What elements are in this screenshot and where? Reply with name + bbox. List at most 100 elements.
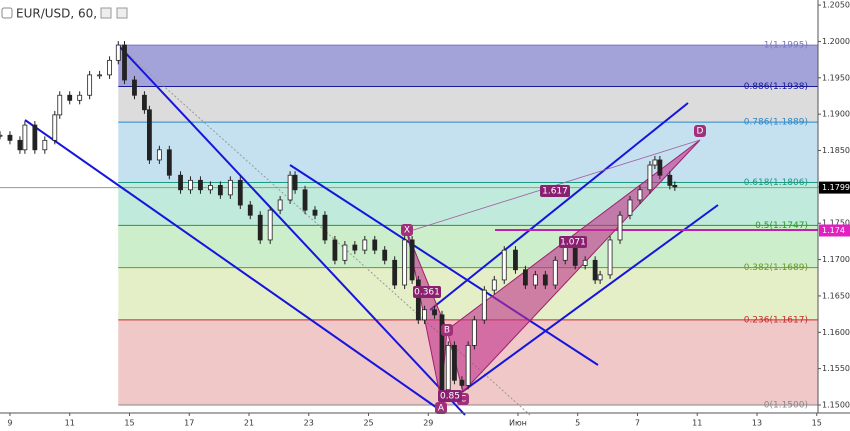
candle	[67, 94, 73, 101]
x-tick-label: 17	[184, 419, 194, 428]
candle	[7, 134, 13, 141]
candle	[42, 139, 48, 151]
candle	[552, 259, 558, 286]
candle	[657, 159, 663, 176]
candle	[247, 204, 253, 216]
candle	[57, 94, 63, 116]
x-tick-label: 9	[7, 419, 12, 428]
x-tick-label: 11	[692, 419, 702, 428]
pattern-point: X	[404, 226, 410, 236]
candle	[402, 239, 408, 286]
pattern-labels: X A B C D 0.361 0.85 1.071 1.617	[401, 125, 706, 414]
candle	[332, 239, 338, 261]
toolbar-button[interactable]	[116, 7, 128, 19]
candle	[637, 189, 643, 201]
candle	[572, 244, 578, 266]
candle	[142, 94, 147, 111]
pattern-point-box	[694, 125, 706, 137]
fib-label: 0.618(1.1806)	[744, 178, 808, 188]
ratio-box	[540, 185, 570, 197]
ratio-box	[438, 390, 462, 402]
candle	[166, 149, 172, 176]
candle	[432, 309, 437, 316]
price-label-box	[819, 181, 850, 194]
pattern-point-box	[401, 224, 413, 236]
x-tick-label: 25	[363, 419, 373, 428]
candle	[392, 259, 398, 286]
candle	[415, 279, 421, 321]
x-tick-label: 15	[124, 419, 134, 428]
fib-band	[118, 267, 819, 320]
fib-band	[118, 182, 819, 226]
x-tick-label: 29	[423, 419, 433, 428]
y-tick-label: 1.1700	[822, 255, 850, 264]
candle	[17, 139, 23, 151]
x-tick-label: 7	[635, 419, 640, 428]
candle	[32, 124, 38, 151]
candle	[481, 289, 487, 321]
candle	[513, 249, 518, 271]
candle	[287, 174, 293, 201]
candle	[107, 59, 112, 76]
x-tick-label: 11	[65, 419, 75, 428]
toolbar-button[interactable]	[100, 7, 112, 19]
candle	[257, 214, 263, 241]
channel-line	[117, 44, 466, 416]
price-label: 1.1799	[822, 183, 850, 192]
candle	[217, 185, 223, 196]
ratio-box	[559, 236, 587, 248]
candle	[542, 274, 548, 286]
candle	[178, 174, 183, 191]
y-tick-label: 1.2050	[822, 1, 850, 10]
candle	[627, 199, 633, 216]
candle	[208, 185, 213, 191]
candle	[439, 314, 445, 391]
fib-label: 0.886(1.1938)	[744, 82, 808, 92]
candle	[667, 174, 673, 186]
axes: 1.1500 1.1550 1.1600 1.1650 1.1700 1.1750 1.18…	[7, 1, 850, 428]
pattern-point: B	[444, 326, 450, 336]
candle	[277, 199, 283, 211]
y-tick-label: 1.2000	[822, 37, 850, 46]
y-tick-label: 1.1600	[822, 328, 850, 337]
pattern-point: C	[460, 395, 466, 405]
ratio-label: 1.071	[560, 238, 586, 248]
candle	[471, 319, 477, 346]
pattern-point-box	[435, 402, 447, 414]
candle	[22, 124, 28, 151]
candle	[302, 189, 308, 211]
fib-label: 0.5(1.1747)	[755, 221, 808, 231]
price-axis	[818, 0, 850, 431]
candle	[672, 185, 678, 188]
y-tick-label: 1.1650	[822, 291, 850, 300]
candle	[97, 74, 103, 77]
candle	[465, 344, 471, 386]
symbol-title: EUR/USD, 60,	[16, 7, 97, 21]
fib-label: 1(1.1995)	[764, 41, 808, 51]
candle	[122, 44, 127, 81]
channel-line	[289, 164, 599, 366]
fib-label: 0(1.1500)	[764, 401, 808, 411]
y-tick-label: 1.1500	[822, 401, 850, 410]
candle	[501, 249, 507, 281]
candle	[592, 259, 598, 281]
candle	[87, 74, 93, 96]
candle	[452, 344, 457, 381]
x-tick-label: 15	[812, 419, 822, 428]
candle	[237, 179, 243, 206]
pattern-point: A	[438, 404, 445, 414]
y-tick-label: 1.1950	[822, 73, 850, 82]
fib-label: 0.786(1.1889)	[744, 118, 808, 128]
price-label: 1.174	[822, 226, 845, 235]
fib-band	[118, 122, 819, 183]
candle	[352, 244, 358, 251]
candle	[0, 134, 3, 137]
y-tick-label: 1.1850	[822, 146, 850, 155]
fib-band	[118, 225, 819, 268]
menu-icon[interactable]	[1, 7, 13, 19]
candle	[523, 269, 528, 286]
candle	[372, 239, 378, 251]
candle	[132, 79, 137, 96]
y-tick-label: 1.1750	[822, 219, 850, 228]
